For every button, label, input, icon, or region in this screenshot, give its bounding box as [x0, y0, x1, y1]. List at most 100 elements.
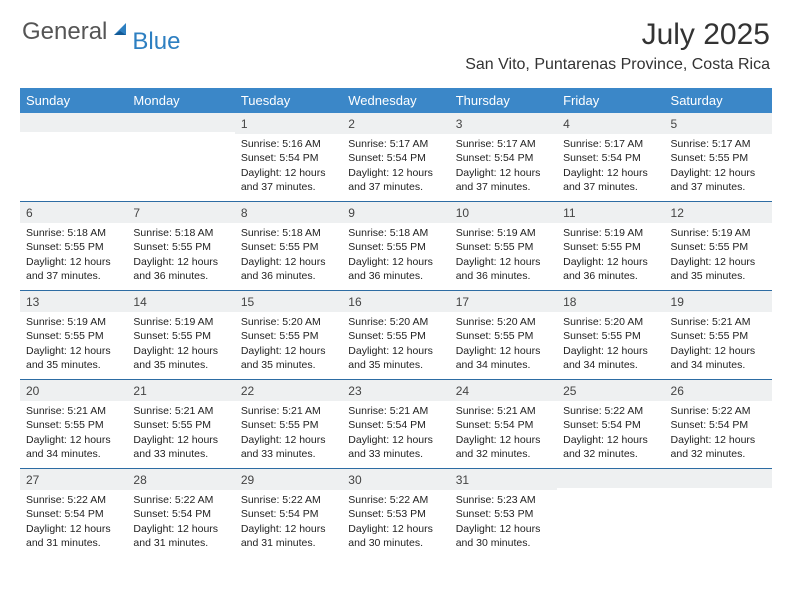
sunset-text: Sunset: 5:55 PM — [348, 240, 443, 254]
day-number: 20 — [20, 380, 127, 401]
daylight-text: Daylight: 12 hours and 35 minutes. — [671, 255, 766, 283]
daylight-text: Daylight: 12 hours and 32 minutes. — [456, 433, 551, 461]
day-number: 29 — [235, 469, 342, 490]
daylight-text: Daylight: 12 hours and 33 minutes. — [348, 433, 443, 461]
day-number — [127, 113, 234, 132]
day-body: Sunrise: 5:18 AMSunset: 5:55 PMDaylight:… — [342, 223, 449, 289]
sunset-text: Sunset: 5:54 PM — [563, 151, 658, 165]
day-cell: 15Sunrise: 5:20 AMSunset: 5:55 PMDayligh… — [235, 291, 342, 379]
sunrise-text: Sunrise: 5:17 AM — [348, 137, 443, 151]
day-number: 31 — [450, 469, 557, 490]
sunrise-text: Sunrise: 5:18 AM — [241, 226, 336, 240]
day-cell: 11Sunrise: 5:19 AMSunset: 5:55 PMDayligh… — [557, 202, 664, 290]
day-number: 17 — [450, 291, 557, 312]
day-body: Sunrise: 5:22 AMSunset: 5:53 PMDaylight:… — [342, 490, 449, 556]
daylight-text: Daylight: 12 hours and 34 minutes. — [671, 344, 766, 372]
sunrise-text: Sunrise: 5:22 AM — [241, 493, 336, 507]
day-body: Sunrise: 5:17 AMSunset: 5:54 PMDaylight:… — [557, 134, 664, 200]
daylight-text: Daylight: 12 hours and 35 minutes. — [133, 344, 228, 372]
day-number: 12 — [665, 202, 772, 223]
day-cell: 30Sunrise: 5:22 AMSunset: 5:53 PMDayligh… — [342, 469, 449, 557]
sunset-text: Sunset: 5:55 PM — [26, 418, 121, 432]
title-block: July 2025 San Vito, Puntarenas Province,… — [465, 18, 770, 74]
daylight-text: Daylight: 12 hours and 36 minutes. — [563, 255, 658, 283]
week-row: 27Sunrise: 5:22 AMSunset: 5:54 PMDayligh… — [20, 468, 772, 557]
day-number — [20, 113, 127, 132]
day-cell: 2Sunrise: 5:17 AMSunset: 5:54 PMDaylight… — [342, 113, 449, 201]
day-body: Sunrise: 5:22 AMSunset: 5:54 PMDaylight:… — [127, 490, 234, 556]
day-body: Sunrise: 5:21 AMSunset: 5:55 PMDaylight:… — [665, 312, 772, 378]
day-cell: 1Sunrise: 5:16 AMSunset: 5:54 PMDaylight… — [235, 113, 342, 201]
day-body: Sunrise: 5:21 AMSunset: 5:55 PMDaylight:… — [20, 401, 127, 467]
sunset-text: Sunset: 5:53 PM — [456, 507, 551, 521]
sunset-text: Sunset: 5:55 PM — [456, 240, 551, 254]
day-number: 30 — [342, 469, 449, 490]
sunset-text: Sunset: 5:54 PM — [241, 507, 336, 521]
day-cell: 28Sunrise: 5:22 AMSunset: 5:54 PMDayligh… — [127, 469, 234, 557]
day-number: 6 — [20, 202, 127, 223]
daylight-text: Daylight: 12 hours and 36 minutes. — [348, 255, 443, 283]
day-cell — [20, 113, 127, 201]
sunset-text: Sunset: 5:54 PM — [348, 151, 443, 165]
day-body: Sunrise: 5:16 AMSunset: 5:54 PMDaylight:… — [235, 134, 342, 200]
calendar: SundayMondayTuesdayWednesdayThursdayFrid… — [20, 88, 772, 557]
daylight-text: Daylight: 12 hours and 33 minutes. — [133, 433, 228, 461]
daylight-text: Daylight: 12 hours and 34 minutes. — [456, 344, 551, 372]
sunrise-text: Sunrise: 5:21 AM — [241, 404, 336, 418]
day-cell: 23Sunrise: 5:21 AMSunset: 5:54 PMDayligh… — [342, 380, 449, 468]
location-text: San Vito, Puntarenas Province, Costa Ric… — [465, 56, 770, 74]
day-number: 14 — [127, 291, 234, 312]
day-body: Sunrise: 5:17 AMSunset: 5:54 PMDaylight:… — [450, 134, 557, 200]
day-number: 26 — [665, 380, 772, 401]
day-body: Sunrise: 5:21 AMSunset: 5:55 PMDaylight:… — [235, 401, 342, 467]
daylight-text: Daylight: 12 hours and 37 minutes. — [348, 166, 443, 194]
daylight-text: Daylight: 12 hours and 31 minutes. — [133, 522, 228, 550]
day-body: Sunrise: 5:22 AMSunset: 5:54 PMDaylight:… — [235, 490, 342, 556]
day-body: Sunrise: 5:17 AMSunset: 5:54 PMDaylight:… — [342, 134, 449, 200]
day-cell: 18Sunrise: 5:20 AMSunset: 5:55 PMDayligh… — [557, 291, 664, 379]
sunset-text: Sunset: 5:54 PM — [348, 418, 443, 432]
sunset-text: Sunset: 5:55 PM — [671, 151, 766, 165]
day-number: 11 — [557, 202, 664, 223]
daylight-text: Daylight: 12 hours and 34 minutes. — [563, 344, 658, 372]
day-number — [665, 469, 772, 488]
day-number: 18 — [557, 291, 664, 312]
day-number: 10 — [450, 202, 557, 223]
sunset-text: Sunset: 5:54 PM — [133, 507, 228, 521]
day-number: 28 — [127, 469, 234, 490]
day-cell: 6Sunrise: 5:18 AMSunset: 5:55 PMDaylight… — [20, 202, 127, 290]
daylight-text: Daylight: 12 hours and 36 minutes. — [133, 255, 228, 283]
sunrise-text: Sunrise: 5:22 AM — [348, 493, 443, 507]
daylight-text: Daylight: 12 hours and 32 minutes. — [563, 433, 658, 461]
day-header-cell: Friday — [557, 88, 664, 113]
month-title: July 2025 — [465, 18, 770, 52]
sunset-text: Sunset: 5:55 PM — [563, 240, 658, 254]
day-cell: 3Sunrise: 5:17 AMSunset: 5:54 PMDaylight… — [450, 113, 557, 201]
daylight-text: Daylight: 12 hours and 31 minutes. — [241, 522, 336, 550]
daylight-text: Daylight: 12 hours and 37 minutes. — [241, 166, 336, 194]
sunrise-text: Sunrise: 5:22 AM — [671, 404, 766, 418]
week-row: 20Sunrise: 5:21 AMSunset: 5:55 PMDayligh… — [20, 379, 772, 468]
sunrise-text: Sunrise: 5:21 AM — [671, 315, 766, 329]
day-cell — [665, 469, 772, 557]
sunset-text: Sunset: 5:55 PM — [241, 418, 336, 432]
day-number: 23 — [342, 380, 449, 401]
sunset-text: Sunset: 5:54 PM — [26, 507, 121, 521]
sunset-text: Sunset: 5:55 PM — [26, 240, 121, 254]
sunrise-text: Sunrise: 5:20 AM — [348, 315, 443, 329]
day-number: 22 — [235, 380, 342, 401]
daylight-text: Daylight: 12 hours and 37 minutes. — [671, 166, 766, 194]
sunset-text: Sunset: 5:55 PM — [133, 329, 228, 343]
week-row: 1Sunrise: 5:16 AMSunset: 5:54 PMDaylight… — [20, 113, 772, 201]
sunset-text: Sunset: 5:54 PM — [241, 151, 336, 165]
day-body: Sunrise: 5:19 AMSunset: 5:55 PMDaylight:… — [450, 223, 557, 289]
day-header-cell: Sunday — [20, 88, 127, 113]
sunset-text: Sunset: 5:55 PM — [563, 329, 658, 343]
day-body: Sunrise: 5:19 AMSunset: 5:55 PMDaylight:… — [127, 312, 234, 378]
daylight-text: Daylight: 12 hours and 34 minutes. — [26, 433, 121, 461]
sunrise-text: Sunrise: 5:21 AM — [133, 404, 228, 418]
sunset-text: Sunset: 5:55 PM — [348, 329, 443, 343]
sunrise-text: Sunrise: 5:22 AM — [26, 493, 121, 507]
sunrise-text: Sunrise: 5:19 AM — [26, 315, 121, 329]
header: General Blue July 2025 San Vito, Puntare… — [0, 0, 792, 82]
